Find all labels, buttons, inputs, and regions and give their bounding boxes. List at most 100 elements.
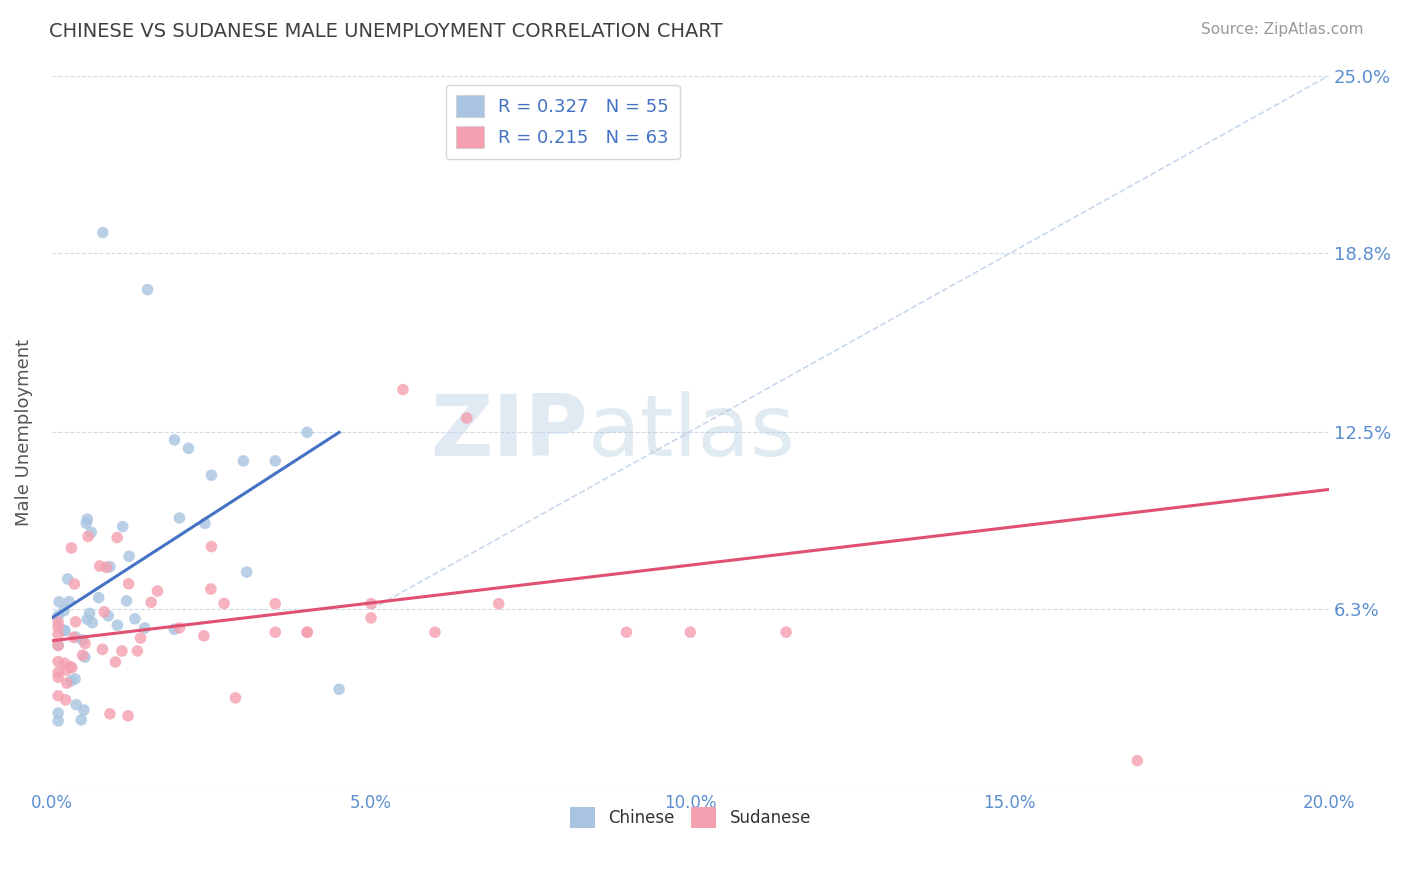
- Point: [56, 572, 79, 586]
- Point: [423, 625, 446, 640]
- Point: [65, 698, 87, 712]
- Text: ZIP: ZIP: [430, 391, 588, 474]
- Point: [105, 531, 128, 545]
- Point: [200, 468, 222, 483]
- Point: [48, 595, 70, 609]
- Point: [163, 433, 186, 447]
- Point: [93, 605, 115, 619]
- Point: [91, 642, 114, 657]
- Text: CHINESE VS SUDANESE MALE UNEMPLOYMENT CORRELATION CHART: CHINESE VS SUDANESE MALE UNEMPLOYMENT CO…: [49, 22, 723, 41]
- Point: [62, 631, 84, 645]
- Point: [58, 594, 80, 608]
- Point: [53, 624, 76, 638]
- Point: [232, 454, 254, 468]
- Point: [82, 615, 104, 630]
- Point: [111, 644, 134, 658]
- Point: [264, 625, 287, 640]
- Point: [60, 660, 83, 674]
- Point: [104, 655, 127, 669]
- Point: [70, 713, 93, 727]
- Point: [146, 584, 169, 599]
- Point: [77, 529, 100, 543]
- Point: [46, 615, 69, 629]
- Point: [193, 629, 215, 643]
- Text: Source: ZipAtlas.com: Source: ZipAtlas.com: [1201, 22, 1364, 37]
- Point: [75, 636, 97, 650]
- Point: [53, 657, 76, 671]
- Point: [65, 630, 87, 644]
- Point: [79, 607, 101, 621]
- Point: [775, 625, 797, 640]
- Point: [295, 625, 318, 640]
- Point: [136, 283, 159, 297]
- Point: [212, 596, 235, 610]
- Point: [295, 425, 318, 440]
- Point: [392, 383, 415, 397]
- Point: [46, 639, 69, 653]
- Point: [46, 609, 69, 624]
- Point: [55, 663, 77, 677]
- Point: [115, 594, 138, 608]
- Point: [59, 659, 82, 673]
- Point: [134, 621, 156, 635]
- Point: [87, 591, 110, 605]
- Point: [89, 559, 111, 574]
- Point: [46, 627, 69, 641]
- Point: [194, 516, 217, 531]
- Point: [80, 525, 103, 540]
- Point: [127, 644, 149, 658]
- Point: [52, 623, 75, 637]
- Point: [53, 604, 76, 618]
- Point: [96, 560, 118, 574]
- Point: [46, 665, 69, 680]
- Point: [72, 648, 94, 663]
- Point: [177, 442, 200, 456]
- Point: [264, 454, 287, 468]
- Point: [456, 411, 478, 425]
- Point: [55, 693, 77, 707]
- Point: [91, 226, 114, 240]
- Point: [488, 597, 510, 611]
- Point: [124, 612, 146, 626]
- Point: [139, 595, 162, 609]
- Point: [235, 565, 257, 579]
- Point: [616, 625, 638, 640]
- Point: [60, 541, 83, 555]
- Point: [46, 706, 69, 720]
- Point: [63, 672, 86, 686]
- Point: [169, 511, 191, 525]
- Point: [46, 689, 69, 703]
- Point: [73, 650, 96, 665]
- Point: [98, 559, 121, 574]
- Point: [46, 620, 69, 634]
- Point: [360, 611, 382, 625]
- Point: [111, 519, 134, 533]
- Point: [360, 597, 382, 611]
- Point: [76, 512, 98, 526]
- Point: [73, 703, 96, 717]
- Point: [225, 690, 247, 705]
- Point: [75, 516, 97, 531]
- Point: [117, 708, 139, 723]
- Point: [163, 622, 186, 636]
- Point: [264, 597, 287, 611]
- Point: [65, 615, 87, 629]
- Point: [200, 540, 222, 554]
- Point: [56, 676, 79, 690]
- Point: [63, 577, 86, 591]
- Point: [46, 714, 69, 728]
- Text: atlas: atlas: [588, 391, 796, 474]
- Point: [118, 549, 141, 564]
- Point: [72, 632, 94, 647]
- Point: [46, 638, 69, 652]
- Point: [200, 582, 222, 596]
- Point: [679, 625, 702, 640]
- Point: [76, 612, 98, 626]
- Point: [107, 618, 129, 632]
- Point: [97, 608, 120, 623]
- Y-axis label: Male Unemployment: Male Unemployment: [15, 339, 32, 526]
- Legend: Chinese, Sudanese: Chinese, Sudanese: [564, 801, 817, 834]
- Point: [98, 706, 121, 721]
- Point: [169, 621, 191, 635]
- Point: [328, 682, 350, 697]
